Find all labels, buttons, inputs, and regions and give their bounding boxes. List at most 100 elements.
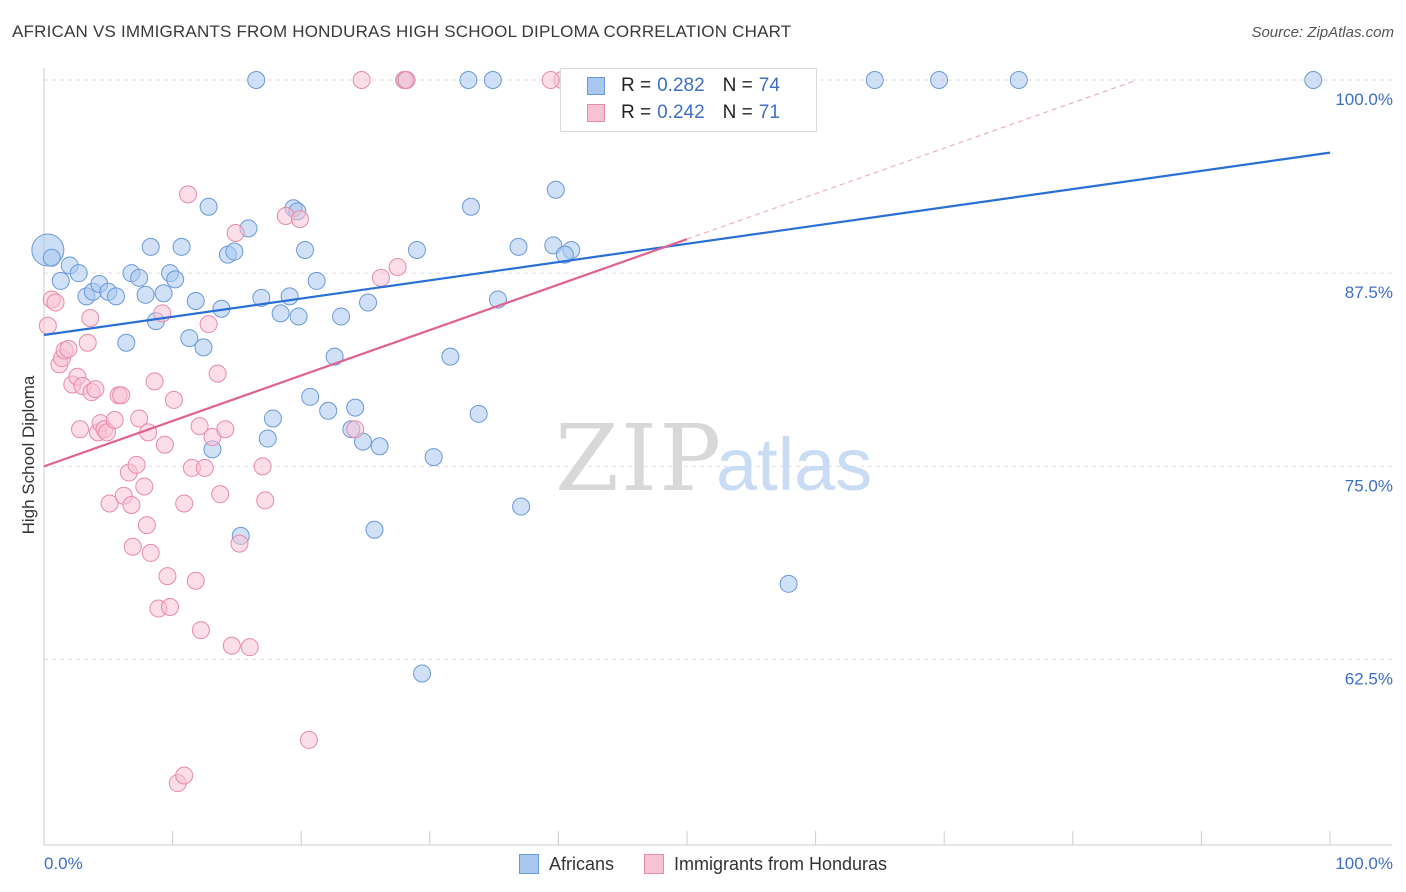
- honduras-point: [208, 364, 227, 383]
- honduras-point: [145, 372, 164, 391]
- africans-point: [280, 287, 299, 306]
- legend-label-honduras: Immigrants from Honduras: [673, 853, 888, 874]
- honduras-point: [100, 494, 119, 513]
- watermark-atlas: atlas: [716, 423, 872, 506]
- series-legend: Africans Immigrants from Honduras: [0, 852, 1406, 876]
- honduras-point: [226, 224, 245, 242]
- honduras-point: [175, 494, 194, 513]
- honduras-point: [123, 537, 142, 556]
- honduras-legend-swatch: [643, 854, 664, 874]
- africans-point: [225, 242, 244, 261]
- watermark-zip: ZIP: [555, 405, 723, 512]
- y-tick-label: 100.0%: [1335, 90, 1393, 109]
- africans-point: [930, 71, 949, 89]
- r-label: R =: [621, 75, 652, 96]
- africans-point: [365, 520, 384, 539]
- honduras-point: [78, 333, 97, 352]
- africans-point: [141, 237, 160, 256]
- africans-point: [424, 448, 443, 467]
- honduras-point: [105, 411, 124, 429]
- legend-item-honduras: Immigrants from Honduras: [643, 852, 888, 876]
- africans-point: [117, 333, 136, 352]
- grid-lines: [44, 79, 1392, 661]
- honduras-point: [240, 638, 259, 657]
- africans-trend-line: [43, 151, 1331, 337]
- africans-point: [199, 197, 218, 216]
- honduras-point: [164, 390, 183, 409]
- africans-point: [459, 71, 478, 89]
- honduras-point: [59, 339, 78, 358]
- africans-point: [441, 347, 460, 366]
- x-tick-label: 0.0%: [44, 854, 83, 873]
- honduras-point: [122, 496, 141, 514]
- honduras-point: [299, 730, 318, 749]
- africans-point: [413, 664, 432, 683]
- africans-point: [172, 237, 191, 256]
- series-africans: [31, 71, 1323, 683]
- honduras-swatch: [587, 104, 605, 122]
- africans-point: [332, 307, 351, 326]
- africans-point: [51, 271, 70, 290]
- n-value: 74: [758, 75, 780, 96]
- africans-point: [346, 398, 365, 417]
- honduras-point: [179, 185, 198, 204]
- honduras-point: [199, 315, 218, 334]
- stats-row-honduras: R = 0.242 N = 71: [587, 101, 780, 125]
- africans-point: [325, 347, 344, 366]
- n-value: 71: [758, 102, 780, 123]
- honduras-point: [216, 420, 235, 439]
- honduras-point: [256, 491, 275, 510]
- africans-point: [469, 404, 488, 423]
- honduras-point: [388, 258, 407, 276]
- watermark: ZIP atlas: [555, 405, 872, 512]
- r-value: 0.282: [657, 75, 705, 96]
- africans-point: [186, 292, 205, 310]
- africans-point: [136, 285, 155, 304]
- africans-point: [166, 270, 185, 289]
- africans-point: [107, 287, 126, 306]
- series-honduras: [38, 71, 572, 793]
- africans-point: [370, 437, 389, 456]
- africans-point: [555, 245, 574, 264]
- chart-title: AFRICAN VS IMMIGRANTS FROM HONDURAS HIGH…: [12, 22, 792, 41]
- honduras-point: [141, 543, 160, 562]
- honduras-point: [86, 380, 105, 399]
- n-label: N =: [722, 102, 753, 123]
- honduras-point: [397, 71, 416, 89]
- honduras-point: [352, 71, 371, 89]
- honduras-point: [290, 210, 309, 229]
- y-tick-label: 75.0%: [1345, 476, 1393, 495]
- honduras-trend-extension: [686, 79, 1138, 240]
- honduras-point: [71, 420, 90, 439]
- africans-point: [180, 329, 199, 348]
- y-axis-label: High School Diploma: [19, 375, 38, 534]
- africans-point: [154, 284, 173, 303]
- honduras-point: [186, 571, 205, 590]
- honduras-point: [38, 316, 57, 335]
- stats-legend: R = 0.282 N = 74 R = 0.242 N = 71: [560, 68, 817, 132]
- legend-label-africans: Africans: [548, 853, 614, 874]
- africans-point: [42, 248, 61, 267]
- africans-point: [483, 71, 502, 89]
- africans-point: [1304, 71, 1323, 89]
- africans-legend-swatch: [518, 854, 539, 874]
- r-value: 0.242: [657, 102, 705, 123]
- honduras-point: [112, 386, 131, 405]
- honduras-point: [135, 477, 154, 496]
- legend-item-africans: Africans: [518, 852, 614, 876]
- axes: 62.5% 75.0% 87.5% 100.0% 0.0% 100.0%: [43, 68, 1393, 873]
- africans-swatch: [587, 77, 605, 95]
- honduras-point: [211, 485, 230, 504]
- n-label: N =: [722, 75, 753, 96]
- africans-point: [1009, 71, 1028, 89]
- africans-point: [407, 241, 426, 259]
- honduras-point: [137, 516, 156, 535]
- honduras-point: [190, 417, 209, 436]
- africans-point: [301, 387, 320, 406]
- africans-point: [865, 71, 884, 89]
- africans-point: [296, 241, 315, 259]
- honduras-point: [191, 621, 210, 640]
- honduras-point: [222, 636, 241, 655]
- honduras-point: [155, 435, 174, 454]
